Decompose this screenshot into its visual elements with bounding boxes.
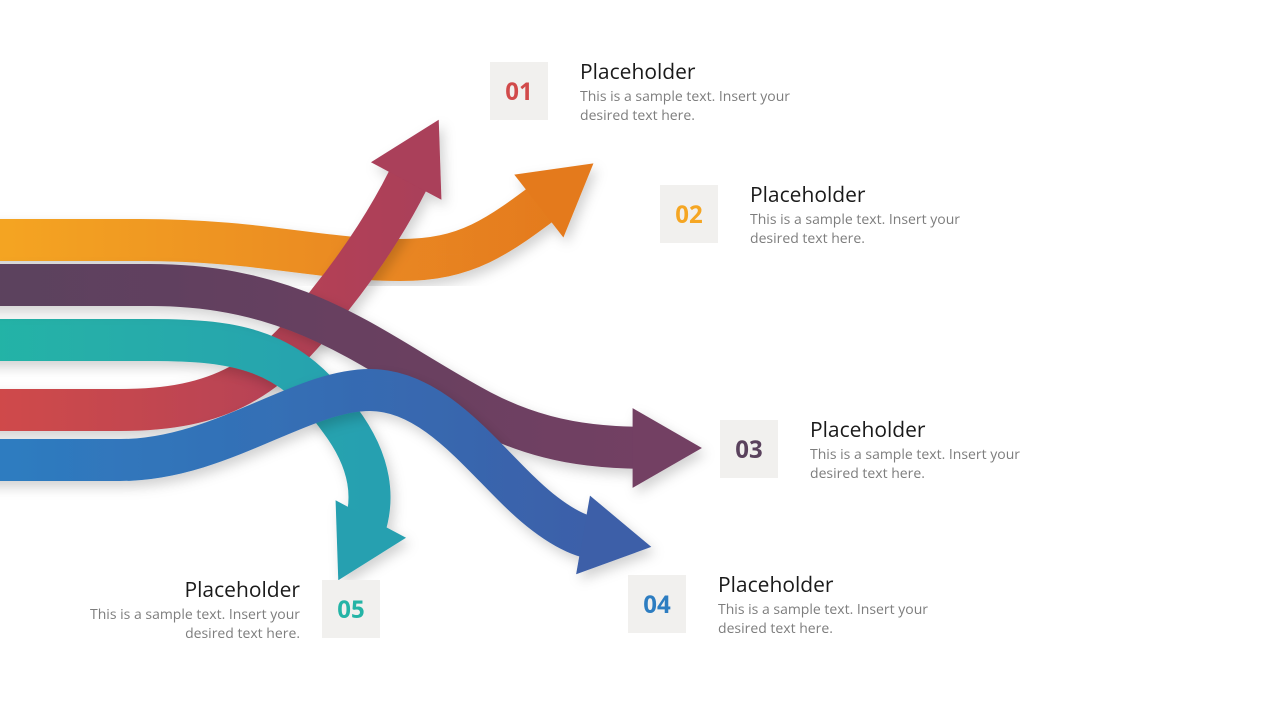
number-05: 05 xyxy=(337,593,364,626)
number-03: 03 xyxy=(735,433,762,466)
number-02: 02 xyxy=(675,198,702,231)
title-04: Placeholder xyxy=(718,571,834,599)
desc-03: This is a sample text. Insert your desir… xyxy=(810,446,1020,484)
title-02: Placeholder xyxy=(750,181,866,209)
desc-04: This is a sample text. Insert your desir… xyxy=(718,601,928,639)
badge-03: 03 xyxy=(720,420,778,478)
desc-01: This is a sample text. Insert your desir… xyxy=(580,88,790,126)
title-01: Placeholder xyxy=(580,58,696,86)
badge-01: 01 xyxy=(490,62,548,120)
title-03: Placeholder xyxy=(810,416,926,444)
badge-04: 04 xyxy=(628,575,686,633)
badge-05: 05 xyxy=(322,580,380,638)
title-05: Placeholder xyxy=(90,576,300,604)
desc-05: This is a sample text. Insert your desir… xyxy=(90,606,300,644)
arrow-02 xyxy=(0,132,618,260)
badge-02: 02 xyxy=(660,185,718,243)
number-01: 01 xyxy=(505,75,532,108)
desc-02: This is a sample text. Insert your desir… xyxy=(750,211,960,249)
number-04: 04 xyxy=(643,588,670,621)
